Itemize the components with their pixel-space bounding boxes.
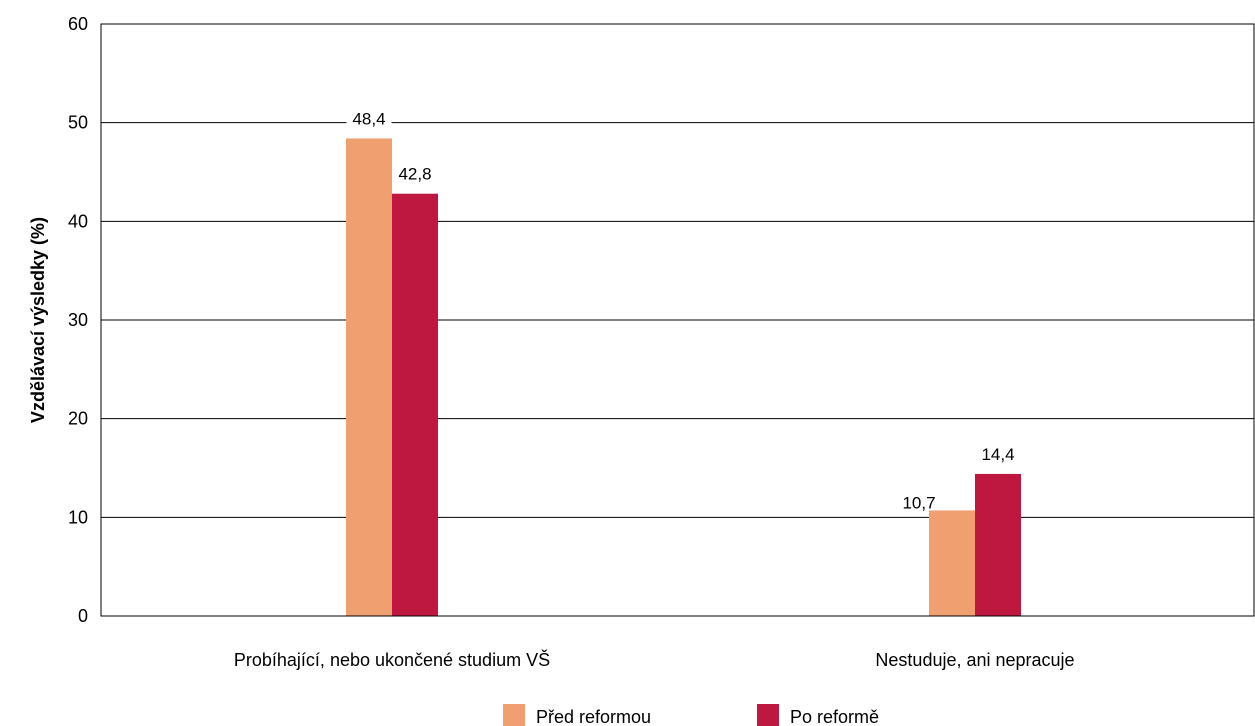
bar-before-2 <box>929 510 975 616</box>
y-tick-label: 20 <box>68 409 88 429</box>
data-label-background <box>346 107 392 131</box>
data-label: 48,4 <box>352 109 385 128</box>
category-label: Probíhající, nebo ukončené studium VŠ <box>234 649 550 670</box>
legend-swatch <box>503 704 525 726</box>
y-axis-ticks: 0 10 20 30 40 50 60 <box>68 14 88 626</box>
category-label: Nestuduje, ani nepracuje <box>875 650 1074 670</box>
data-label: 42,8 <box>398 165 431 184</box>
legend: Před reformou Po reformě <box>503 704 879 726</box>
y-tick-label: 60 <box>68 14 88 34</box>
bars <box>346 138 1021 616</box>
y-tick-label: 30 <box>68 310 88 330</box>
data-labels: 48,4 42,8 10,7 14,4 <box>346 107 1015 512</box>
y-tick-label: 0 <box>78 606 88 626</box>
y-tick-label: 40 <box>68 211 88 231</box>
bar-after-2 <box>975 473 1021 616</box>
y-axis-label: Vzdělávací výsledky (%) <box>28 217 48 423</box>
legend-item: Před reformou <box>503 704 651 726</box>
bar-before-1 <box>346 138 392 616</box>
legend-label: Před reformou <box>536 707 651 726</box>
category-labels: Probíhající, nebo ukončené studium VŠ Nes… <box>234 649 1075 670</box>
y-tick-label: 10 <box>68 507 88 527</box>
legend-swatch <box>757 704 779 726</box>
y-tick-label: 50 <box>68 113 88 133</box>
legend-label: Po reformě <box>790 707 879 726</box>
bar-after-1 <box>392 193 438 616</box>
gridlines <box>101 122 1254 518</box>
data-label: 14,4 <box>981 445 1014 464</box>
plot-frame <box>100 23 1255 617</box>
data-label: 10,7 <box>902 493 935 512</box>
legend-item: Po reformě <box>757 704 879 726</box>
